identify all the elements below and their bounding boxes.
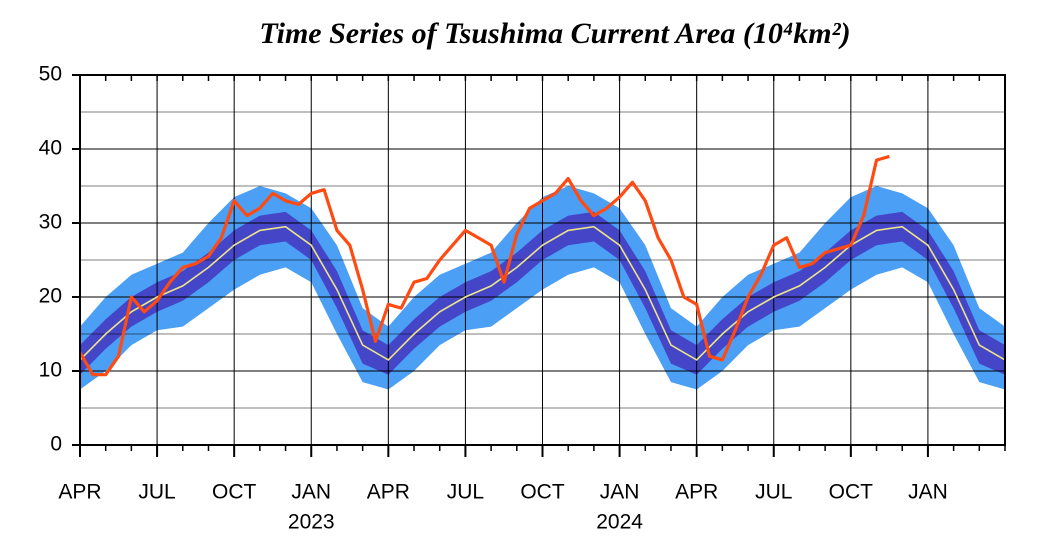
y-tick-label: 0 <box>50 433 62 456</box>
y-tick-label: 50 <box>39 63 62 86</box>
x-tick-label: JAN <box>291 481 331 504</box>
observed-line <box>78 154 890 377</box>
year-label: 2023 <box>288 511 335 534</box>
x-tick-label: JAN <box>600 481 640 504</box>
x-tick-label: OCT <box>829 481 874 504</box>
x-tick-label: JUL <box>755 481 792 504</box>
y-tick-label: 20 <box>39 285 62 308</box>
x-tick-label: APR <box>675 481 718 504</box>
x-tick-label: APR <box>58 481 101 504</box>
year-label: 2024 <box>596 511 643 534</box>
y-tick-label: 10 <box>39 359 62 382</box>
x-tick-label: APR <box>367 481 410 504</box>
y-tick-label: 30 <box>39 211 62 234</box>
x-tick-label: JUL <box>447 481 484 504</box>
chart-title: Time Series of Tsushima Current Area (10… <box>259 17 850 50</box>
x-tick-label: JUL <box>138 481 175 504</box>
x-tick-label: JAN <box>908 481 948 504</box>
x-tick-label: OCT <box>520 481 565 504</box>
x-tick-label: OCT <box>212 481 257 504</box>
y-tick-label: 40 <box>39 137 62 160</box>
